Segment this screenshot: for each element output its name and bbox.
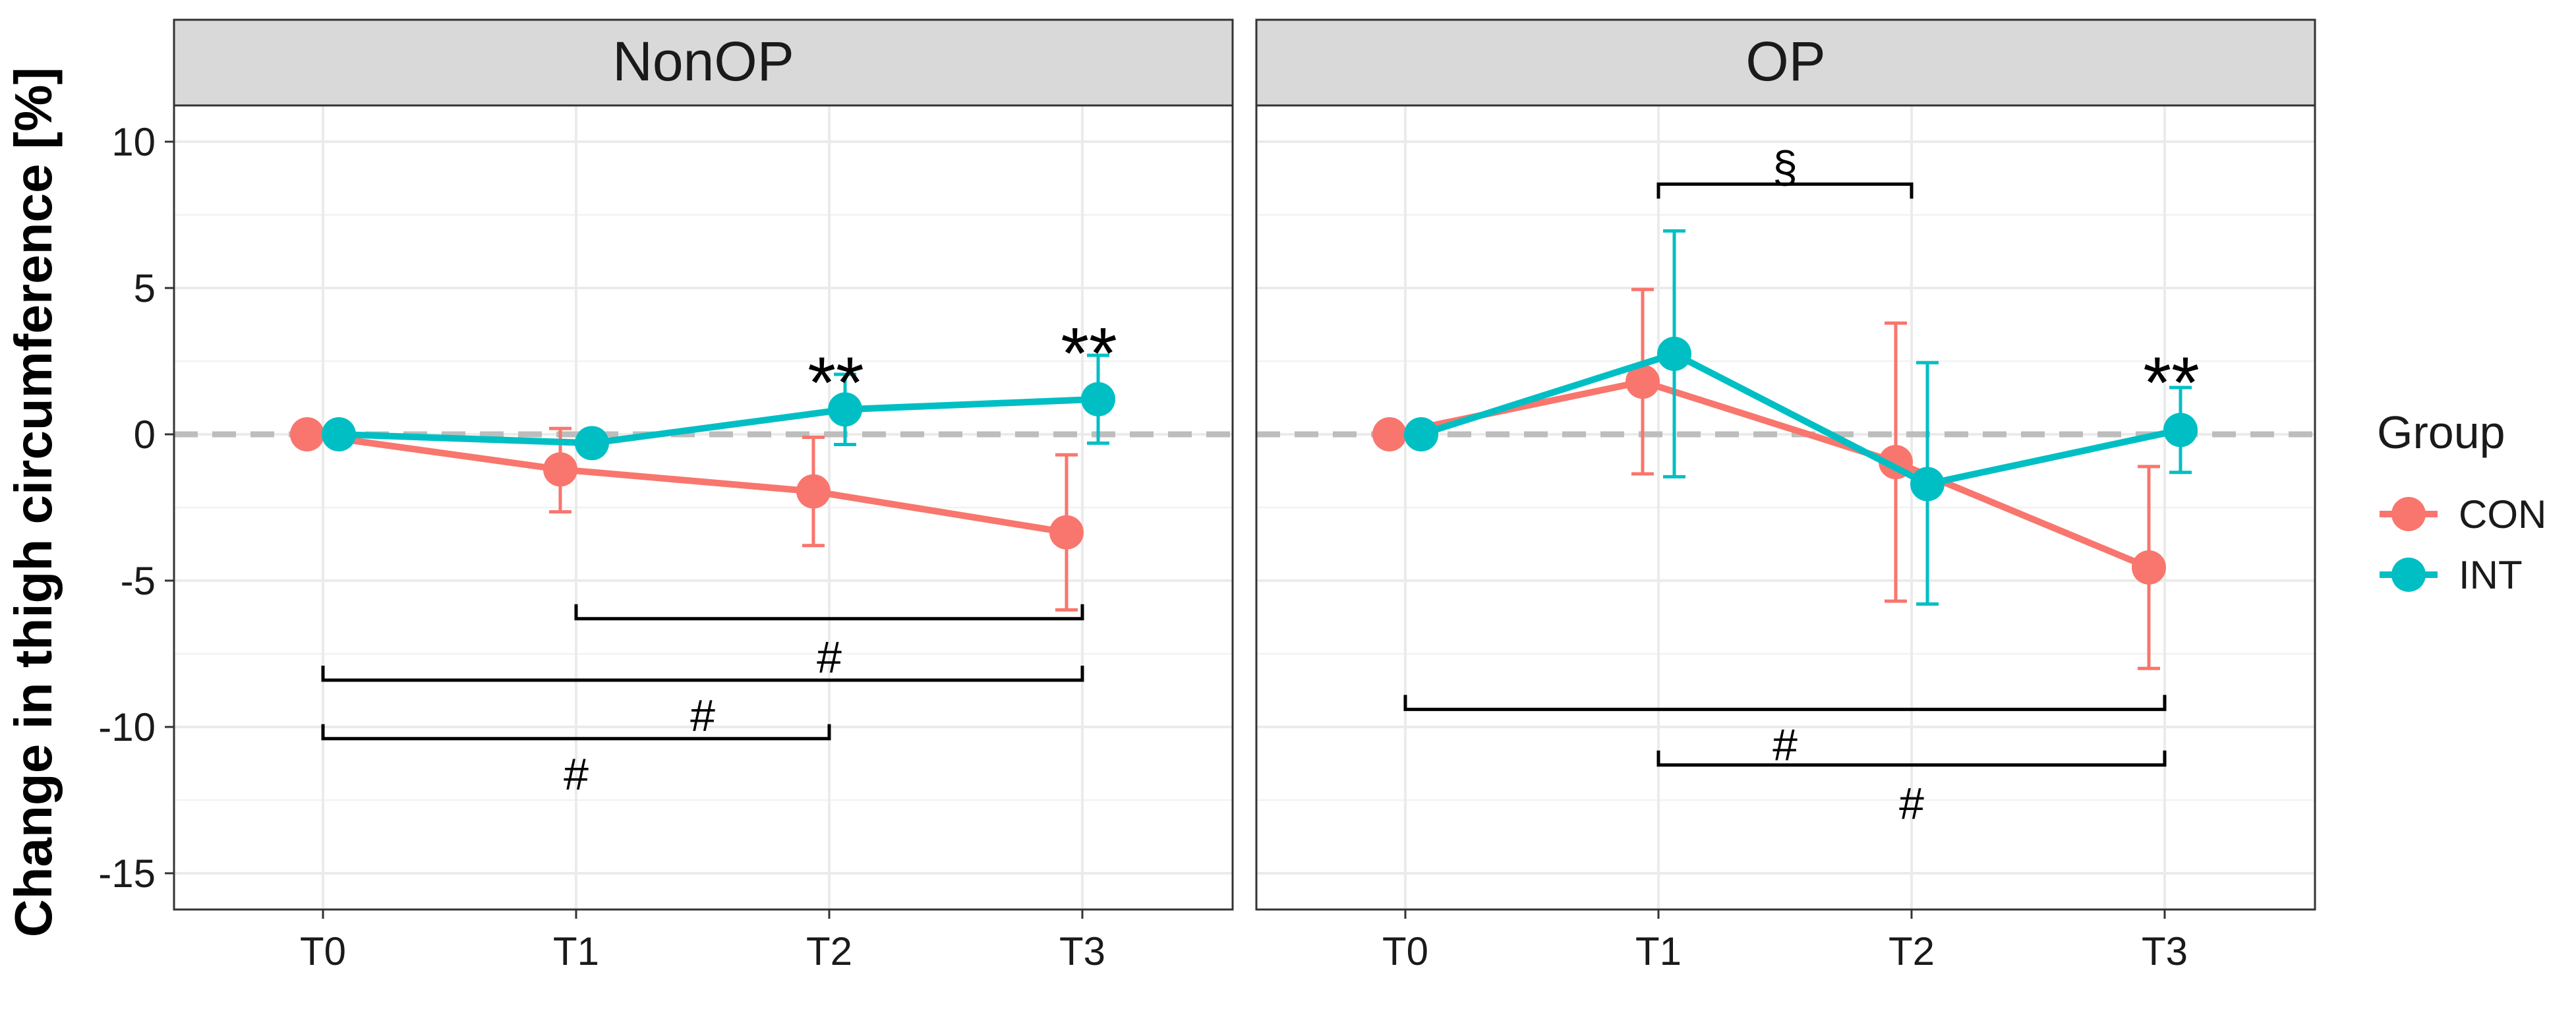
data-point (1657, 336, 1691, 371)
series-line (1388, 378, 2150, 571)
data-point (290, 417, 324, 451)
y-tick-label: -15 (98, 852, 156, 896)
data-point (543, 452, 577, 487)
data-point (322, 417, 356, 451)
bracket-label: # (817, 632, 842, 682)
panel-border (1255, 104, 2316, 911)
facet-strip (1255, 18, 2316, 107)
data-point (575, 426, 609, 461)
panel-border (173, 104, 1234, 911)
data-point (2132, 550, 2166, 585)
series-con (1372, 287, 2166, 670)
x-tick-label: T0 (1382, 929, 1428, 973)
legend-key-point (2391, 497, 2426, 531)
significance-bracket (321, 724, 831, 741)
legend-label: INT (2459, 553, 2523, 597)
significance-bracket (1656, 182, 1914, 199)
bracket-label: # (1772, 720, 1798, 770)
series-int (1404, 229, 2198, 606)
legend-item-con: CON (2380, 492, 2546, 536)
x-tick-label: T1 (1635, 929, 1682, 973)
significance-stars: ** (807, 343, 864, 424)
significance-bracket (574, 604, 1084, 621)
data-point (2163, 413, 2198, 448)
data-point (1081, 382, 1115, 417)
significance-bracket (1656, 750, 2167, 767)
data-point (1372, 417, 1407, 451)
x-tick-label: T3 (1059, 929, 1105, 973)
significance-bracket (321, 665, 1084, 682)
facet-title: NonOP (612, 30, 794, 92)
series-con (290, 417, 1084, 612)
x-tick-label: T2 (806, 929, 852, 973)
x-tick-label: T2 (1888, 929, 1935, 973)
series-line (1420, 350, 2182, 488)
legend-item-int: INT (2380, 553, 2523, 597)
x-tick-label: T0 (300, 929, 346, 973)
y-tick-label: -5 (121, 559, 156, 603)
significance-stars: ** (1061, 313, 1117, 394)
data-point (1910, 467, 1945, 502)
data-point (1404, 417, 1438, 451)
x-tick-label: T1 (553, 929, 599, 973)
y-tick-label: -10 (98, 705, 156, 749)
legend-title: Group (2377, 407, 2505, 458)
bracket-label: § (1772, 142, 1798, 192)
legend-label: CON (2459, 492, 2546, 536)
bracket-label: # (564, 749, 589, 799)
panels: NonOP ** ** # # # T0 T1 T2 T3 10 5 0 -5 -10 -15 OP ** § # # T… (98, 18, 2316, 973)
y-tick-label: 10 (111, 120, 156, 164)
facet-strip (173, 18, 1234, 107)
facet-title: OP (1745, 30, 1825, 92)
legend: Group CON INT (2377, 407, 2546, 597)
significance-bracket (1403, 695, 2167, 711)
significance-stars: ** (2143, 343, 2200, 424)
y-axis-title: Change in thigh circumference [%] (4, 67, 63, 937)
series-line (338, 395, 1099, 447)
data-point (796, 474, 831, 509)
y-tick-label: 0 (134, 413, 156, 457)
legend-key-point (2391, 558, 2426, 592)
series-int (322, 353, 1115, 461)
bracket-label: # (690, 691, 715, 741)
data-point (828, 392, 862, 427)
data-point (1625, 364, 1660, 399)
data-point (1049, 515, 1084, 550)
series-line (307, 431, 1067, 536)
x-tick-label: T3 (2142, 929, 2188, 973)
panel-nonop: NonOP ** ** # # # T0 T1 T2 T3 10 5 0 -5 -10 -15 (98, 18, 1234, 973)
panel-op: OP ** § # # T0 T1 T2 T3 (1255, 18, 2316, 973)
y-tick-label: 5 (134, 266, 156, 310)
bracket-label: # (1899, 778, 1924, 828)
